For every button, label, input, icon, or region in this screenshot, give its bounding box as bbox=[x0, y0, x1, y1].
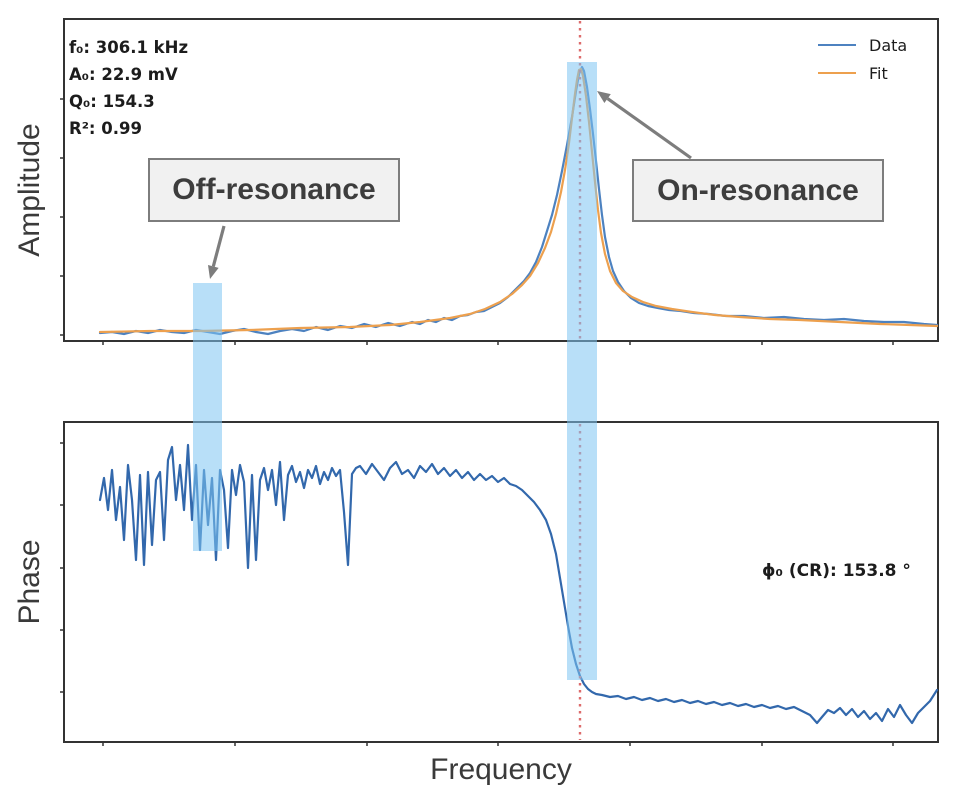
legend-label-fit: Fit bbox=[869, 63, 888, 83]
legend: Data Fit bbox=[818, 31, 907, 87]
stat-line-a0: A₀: 22.9 mV bbox=[69, 65, 178, 84]
legend-row-fit: Fit bbox=[818, 59, 907, 87]
amplitude-axis-label: Amplitude bbox=[13, 123, 46, 257]
stat-line-f0: f₀: 306.1 kHz bbox=[69, 38, 189, 57]
phase-axis-label: Phase bbox=[13, 539, 46, 625]
stat-line-q0: Q₀: 154.3 bbox=[69, 92, 155, 111]
legend-line-sample-fit-icon bbox=[818, 72, 856, 74]
frequency-axis-label: Frequency bbox=[430, 753, 572, 786]
phase-annotation: ϕ₀ (CR): 153.8 ° bbox=[762, 561, 911, 581]
fit-stats-block: f₀: 306.1 kHz A₀: 22.9 mV Q₀: 154.3 R²: … bbox=[69, 34, 188, 142]
stat-line-r2: R²: 0.99 bbox=[69, 119, 142, 138]
legend-line-sample-data-icon bbox=[818, 44, 856, 46]
off-resonance-label: Off-resonance bbox=[148, 158, 400, 222]
legend-label-data: Data bbox=[869, 35, 908, 55]
phase-plot-frame bbox=[63, 421, 939, 743]
legend-row-data: Data bbox=[818, 31, 907, 59]
on-resonance-label: On-resonance bbox=[632, 159, 884, 222]
